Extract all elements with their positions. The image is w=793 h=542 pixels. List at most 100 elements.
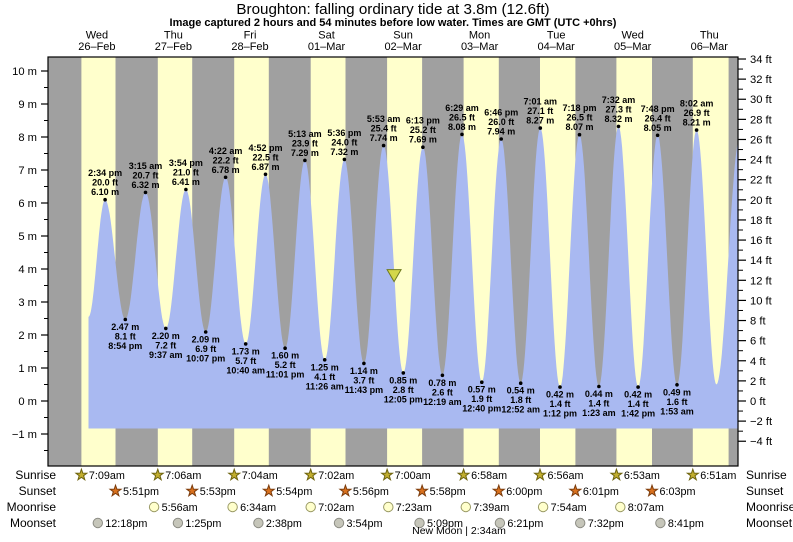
sunrise-row-label-left: Sunrise [15,468,56,482]
moonrise-entry: 7:02am [305,501,354,514]
sunrise-star-icon [150,467,165,481]
moonset-entry: 1:25pm [172,517,221,530]
tide-annotation-line: 26.5 ft [566,113,592,123]
tide-annotation-line: 1:42 pm [621,409,655,419]
sunrise-time: 7:00am [395,470,431,482]
tide-annotation-line: 6.10 m [91,187,119,197]
tide-annotation-line: 3.7 ft [353,375,374,385]
moonrise-time: 5:56am [162,502,198,514]
moonset-circle-icon [333,517,345,529]
tide-annotation-line: 7:32 am [602,95,636,105]
day-date: 28–Feb [231,41,268,53]
sunset-entry: 5:54pm [261,483,312,498]
tide-annotation-line: 7.94 m [487,127,515,137]
right-axis-tick-label: 2 ft [750,376,766,388]
tide-annotation-low: 0.44 m1.4 ft1:23 am [582,384,616,418]
right-axis-tick-label: 34 ft [750,54,773,66]
sunset-star-icon [338,483,353,497]
moonset-circle-icon [655,517,666,529]
tide-annotation-line: 22.2 ft [213,155,239,165]
tide-annotation-line: 12:05 pm [384,394,423,404]
tide-annotation-line: 12:19 am [423,397,462,407]
sunrise-entry: 7:02am [303,467,354,482]
right-axis-tick-label: 0 ft [750,396,766,408]
moonrise-entry: 7:39am [460,501,509,514]
tide-annotation-line: 0.49 m [663,387,691,397]
tide-annotation-line: 27.1 ft [527,106,553,116]
tide-annotation-line: 0.54 m [507,386,535,396]
right-axis-tick-label: 14 ft [750,255,773,267]
sunset-entry: 5:58pm [415,483,466,498]
tide-annotation-line: 8.05 m [644,123,672,133]
tide-annotation-line: 6.41 m [172,177,200,187]
moonset-circle-icon [92,517,104,529]
moonrise-circle-icon [615,501,626,513]
tide-annotation-line: 20.0 ft [92,178,118,188]
tide-annotation-line: 9:37 am [149,350,183,360]
moonset-time: 8:41pm [668,518,704,530]
moonset-circle-icon [253,517,264,529]
right-axis-tick-label: 22 ft [750,175,773,187]
right-axis-tick-label: 4 ft [750,356,766,368]
sunrise-entry: 7:00am [380,467,431,482]
sunset-row-label-right: Sunset [746,484,784,498]
tide-annotation-line: 5:36 pm [327,128,361,138]
tide-annotation-line: 1.25 m [311,362,339,372]
tide-annotation-line: 1.4 ft [549,399,570,409]
tide-annotation-line: 6:29 am [445,103,479,113]
sunset-entry: 5:56pm [338,483,389,498]
tide-annotation-line: 7.74 m [370,133,398,143]
tide-annotation-line: 23.9 ft [292,138,318,148]
tide-curve-area [88,126,738,429]
sunrise-entry: 6:56am [533,467,584,482]
moonrise-time: 7:54am [551,502,587,514]
sunrise-row-label-right: Sunrise [746,468,787,482]
day-name: Thu [700,30,719,42]
tide-annotation-line: 5:13 am [288,129,322,139]
capture-subtitle: Image captured 2 hours and 54 minutes be… [170,17,617,29]
moonrise-time: 7:23am [396,502,432,514]
tide-annotation-line: 2.20 m [152,331,180,341]
moonset-entry: 7:32pm [575,517,624,530]
day-date: 27–Feb [155,41,192,53]
left-axis-tick-label: 2 m [18,330,37,342]
tide-annotation-line: 6:13 pm [406,116,440,126]
tide-annotation-line: 8.27 m [526,116,554,126]
tide-annotation-line: 7:01 am [524,97,558,107]
moonset-circle-icon [414,517,425,529]
sunset-time: 6:00pm [506,486,542,498]
moonset-row-label-right: Moonset [746,516,793,530]
tide-annotation-line: 4.1 ft [314,372,335,382]
sunset-star-icon [261,483,276,497]
moonrise-entry: 7:23am [383,501,432,514]
moonrise-circle-icon [460,501,471,513]
tide-annotation-line: 3:15 am [129,161,163,171]
day-date: 26–Feb [78,41,115,53]
sunrise-entry: 7:09am [74,467,125,482]
right-axis-tick-label: 28 ft [750,114,773,126]
sunset-star-icon [491,483,506,497]
tide-annotation-line: 0.78 m [428,378,456,388]
day-name: Wed [86,30,108,42]
right-axis-tick-label: −4 ft [750,436,773,448]
sunrise-entry: 6:58am [456,467,507,482]
tide-annotation-line: 6:46 pm [484,108,518,118]
sunrise-star-icon [227,467,242,481]
sunrise-time: 6:53am [624,470,660,482]
left-axis-tick-label: 4 m [18,264,37,276]
left-axis-tick-label: 8 m [18,132,37,144]
sunrise-entry: 7:06am [150,467,201,482]
tide-annotation-line: 8:54 pm [108,341,142,351]
tide-annotation-line: 7.2 ft [155,340,176,350]
sunrise-time: 7:09am [89,470,125,482]
tide-annotation-line: 0.85 m [389,375,417,385]
